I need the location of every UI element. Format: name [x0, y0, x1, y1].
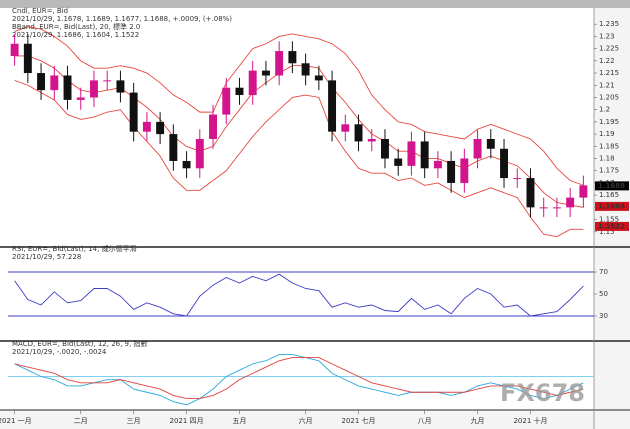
- candle-body: [23, 43, 32, 74]
- candle-body: [288, 51, 297, 64]
- candle-body: [381, 138, 389, 159]
- y-tick-label: 1.195: [599, 118, 619, 126]
- candle-body: [209, 114, 217, 139]
- indicator-line: [14, 357, 584, 399]
- candle-body: [10, 43, 19, 56]
- x-tick-label: 六月: [299, 416, 313, 425]
- y-tick-label: 1.18: [599, 155, 615, 163]
- y-tick-label: 1.225: [599, 45, 619, 53]
- x-tick-label: 2021 十月: [513, 416, 547, 425]
- indicator-line: [14, 273, 584, 317]
- candle-body: [486, 138, 495, 149]
- candle-body: [261, 70, 270, 76]
- y-tick-label: 1.22: [599, 57, 615, 65]
- candle-body: [500, 148, 508, 179]
- candle-body: [552, 207, 561, 209]
- time-axis-area: [0, 410, 630, 429]
- y-tick-label: 30: [599, 312, 608, 320]
- panel-title: Cndl, EUR=, Bid: [12, 7, 68, 15]
- y-tick-label: 1.205: [599, 93, 619, 101]
- candle-body: [195, 138, 204, 169]
- bollinger-upper: [14, 26, 584, 186]
- y-tick-label: 1.2: [599, 106, 610, 114]
- y-tick-label: 1.185: [599, 142, 619, 150]
- x-tick-label: 二月: [74, 417, 88, 425]
- candle-body: [460, 158, 469, 183]
- candle-body: [566, 197, 575, 208]
- candle-body: [328, 80, 337, 132]
- panel-title: MACD, EUR=, Bid(Last), 12, 26, 9, 指數: [12, 339, 147, 348]
- y-tick-label: 1.235: [599, 20, 619, 28]
- candle-body: [76, 97, 85, 100]
- y-tick-label: 1.155: [599, 216, 619, 224]
- y-tick-label: 70: [599, 268, 608, 276]
- y-tick-label: 1.15: [599, 228, 615, 236]
- x-tick-label: 五月: [232, 417, 246, 425]
- candle-body: [420, 141, 429, 169]
- y-tick-label: 1.23: [599, 32, 615, 40]
- y-tick-label: 1.175: [599, 167, 619, 175]
- candle-body: [116, 80, 125, 93]
- bands-info: 2021/10/29, 1.1686, 1.1604, 1.1522: [12, 31, 139, 39]
- indicator-line: [14, 354, 584, 406]
- price-marker-label: 1.1688: [598, 182, 625, 190]
- panel-info: 2021/10/29, 1.1678, 1.1689, 1.1677, 1.16…: [12, 15, 232, 23]
- watermark: FX678: [500, 379, 585, 407]
- x-tick-label: 八月: [418, 417, 432, 425]
- price-marker-label: 1.1604: [598, 202, 625, 210]
- candle-body: [301, 63, 310, 76]
- candle-body: [394, 158, 403, 166]
- candle-body: [341, 124, 350, 132]
- candle-body: [37, 73, 46, 91]
- candle-body: [182, 160, 191, 169]
- candle-body: [447, 160, 456, 183]
- x-tick-label: 2021 七月: [341, 416, 375, 425]
- candle-body: [407, 141, 416, 166]
- candle-body: [275, 51, 284, 76]
- candle-body: [579, 185, 588, 198]
- bollinger-middle: [14, 55, 584, 208]
- candle-body: [50, 75, 59, 91]
- y-tick-label: 1.215: [599, 69, 619, 77]
- candle-body: [156, 121, 165, 135]
- title-bar: [0, 0, 630, 8]
- x-tick-label: 三月: [127, 417, 141, 425]
- candle-body: [222, 87, 231, 115]
- panel-info: 2021/10/29, -.0020, -.0024: [12, 348, 107, 356]
- candle-body: [539, 207, 548, 209]
- price-marker: [595, 181, 629, 191]
- panel-title: RSI, EUR=, Bid(Last), 14, 威尔德平滑: [12, 244, 137, 253]
- candle-body: [129, 92, 138, 132]
- panel-info: 2021/10/29, 57.228: [12, 253, 81, 261]
- x-tick-label: 2021 四月: [170, 417, 204, 425]
- candle-body: [103, 80, 112, 82]
- y-tick-label: 1.165: [599, 191, 619, 199]
- price-marker-label: 1.1522: [598, 222, 625, 230]
- candle-body: [235, 87, 244, 96]
- y-tick-label: 1.21: [599, 81, 615, 89]
- bands-title: BBand, EUR=, Bid(Last), 20, 標準 2.0: [12, 22, 140, 31]
- candle-body: [354, 124, 363, 142]
- x-tick-label: 九月: [471, 416, 485, 425]
- candle-body: [314, 75, 323, 81]
- candle-body: [248, 70, 257, 96]
- candle-body: [513, 178, 522, 180]
- price-marker: [595, 201, 629, 211]
- candle-body: [367, 138, 376, 142]
- candle-body: [169, 134, 178, 161]
- candle-body: [90, 80, 98, 98]
- candle-body: [473, 138, 482, 159]
- y-tick-label: 1.19: [599, 130, 615, 138]
- candle-body: [433, 160, 442, 169]
- y-tick-label: 50: [599, 290, 608, 298]
- candle-body: [142, 121, 151, 132]
- candle-body: [526, 178, 535, 208]
- price-marker: [595, 221, 629, 231]
- x-tick-label: 2021 一月: [0, 417, 32, 425]
- bollinger-lower: [14, 79, 584, 238]
- candle-body: [63, 75, 72, 100]
